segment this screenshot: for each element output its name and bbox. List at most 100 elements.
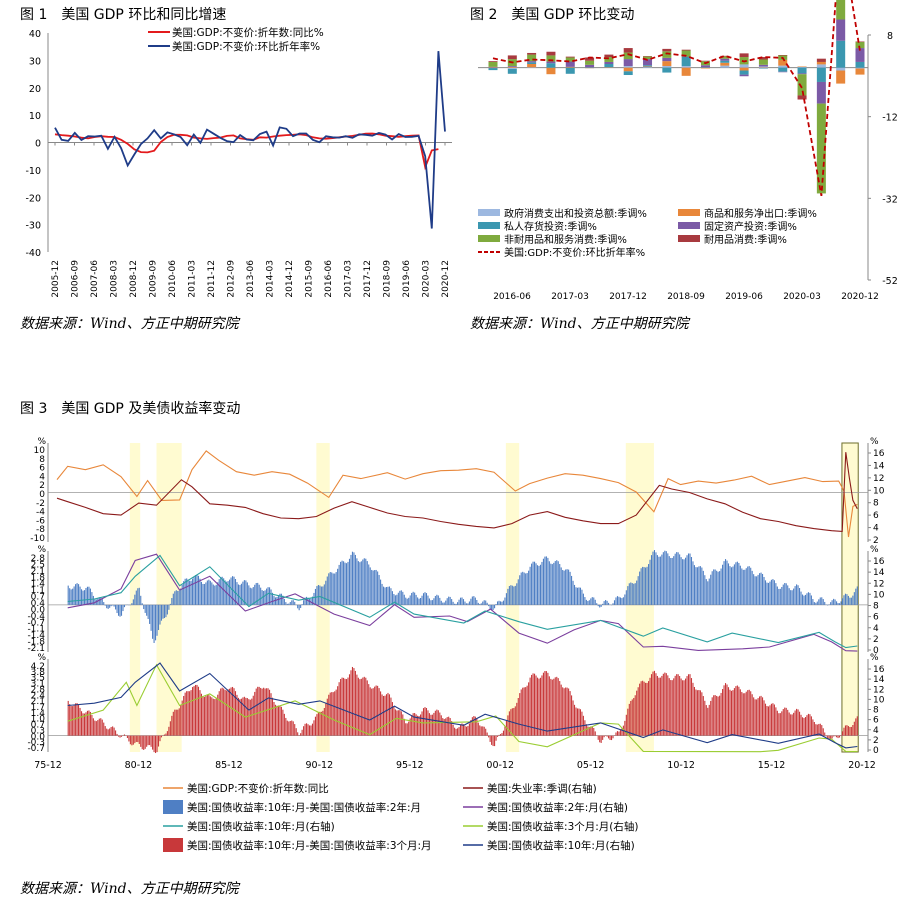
figure2-bar-segment bbox=[546, 51, 556, 56]
figure3-spread-bar bbox=[322, 586, 324, 605]
figure3-spread-bar bbox=[414, 592, 416, 605]
figure3-spread-bar bbox=[722, 564, 724, 605]
figure3-left-tick-label: -6 bbox=[36, 516, 45, 526]
figure3-spread-bar bbox=[295, 728, 297, 736]
figure3-spread-bar bbox=[177, 709, 179, 736]
figure3-spread-bar bbox=[831, 600, 833, 605]
figure3-spread-bar bbox=[545, 556, 547, 605]
figure3-spread-bar bbox=[707, 581, 709, 605]
figure3-spread-bar bbox=[285, 717, 287, 736]
figure3-spread-bar bbox=[348, 558, 351, 605]
figure3-spread-bar bbox=[794, 710, 796, 736]
figure3-spread-bar bbox=[104, 604, 106, 606]
figure2-legend-label: 私人存货投资:季调% bbox=[504, 220, 597, 233]
figure3-spread-bar bbox=[686, 555, 688, 605]
figure1-legend-label: 美国:GDP:不变价:折年数:同比% bbox=[172, 26, 324, 39]
figure2-bar-segment bbox=[488, 66, 498, 68]
figure3-spread-bar bbox=[759, 696, 761, 736]
figure3-spread-bar bbox=[223, 578, 225, 605]
figure3-spread-bar bbox=[547, 557, 549, 605]
figure3-spread-bar bbox=[708, 704, 710, 736]
figure3-spread-bar bbox=[818, 599, 820, 605]
figure2-xtick-label: 2019-06 bbox=[725, 292, 763, 302]
figure3-spread-bar bbox=[172, 711, 174, 736]
figure3-spread-bar bbox=[78, 704, 80, 736]
figure3-spread-bar bbox=[365, 558, 367, 605]
figure3-spread-bar bbox=[633, 697, 635, 736]
figure3-spread-bar bbox=[313, 592, 315, 605]
figure3-spread-bar bbox=[270, 589, 272, 605]
figure3-spread-bar bbox=[208, 694, 210, 736]
figure3-spread-bar bbox=[388, 694, 391, 736]
figure2-legend-label: 政府消费支出和投资总额:季调% bbox=[504, 207, 647, 220]
figure3-spread-bar bbox=[796, 708, 798, 736]
figure3-spread-bar bbox=[194, 575, 197, 605]
figure3-spread-bar bbox=[693, 565, 695, 605]
figure3-spread-bar bbox=[572, 580, 574, 605]
figure2-bar-segment bbox=[643, 59, 653, 66]
figure3-spread-bar bbox=[297, 732, 299, 736]
figure3-right-tick-label: 10 bbox=[873, 695, 885, 705]
figure3-spread-bar bbox=[713, 569, 715, 605]
figure3-spread-bar bbox=[381, 583, 383, 605]
figure3-series-line bbox=[67, 662, 858, 749]
figure3-spread-bar bbox=[510, 709, 512, 736]
figure3-spread-bar bbox=[135, 735, 137, 742]
figure3-spread-bar bbox=[260, 587, 262, 605]
figure3-spread-bar bbox=[584, 597, 586, 605]
figure3-spread-bar bbox=[633, 583, 635, 605]
figure3-spread-bar bbox=[686, 676, 688, 736]
figure3-spread-bar bbox=[514, 585, 516, 605]
figure3-spread-bar bbox=[834, 735, 836, 737]
figure3-spread-bar bbox=[180, 705, 182, 736]
figure3-spread-bar bbox=[668, 678, 670, 736]
figure1-ytick-label: 20 bbox=[29, 84, 41, 95]
figure3-spread-bar bbox=[464, 725, 466, 736]
figure3-spread-bar bbox=[744, 569, 746, 605]
figure3-spread-bar bbox=[72, 588, 74, 605]
figure3-spread-bar bbox=[86, 710, 89, 736]
figure3-spread-bar bbox=[406, 598, 408, 605]
figure3-spread-bar bbox=[206, 580, 208, 605]
figure3-spread-bar bbox=[428, 713, 430, 736]
figure3-spread-bar bbox=[397, 710, 399, 736]
figure3-spread-bar bbox=[149, 735, 151, 746]
figure3-spread-bar bbox=[613, 600, 616, 605]
figure3-spread-bar bbox=[735, 686, 737, 736]
figure3-spread-bar bbox=[738, 686, 740, 736]
figure3-spread-bar bbox=[645, 682, 647, 736]
figure2-bar-segment bbox=[565, 61, 575, 67]
figure3-spread-bar bbox=[394, 709, 396, 736]
figure3-spread-bar bbox=[443, 719, 445, 736]
figure2-bar-segment bbox=[739, 67, 749, 71]
figure3-spread-bar bbox=[162, 604, 164, 619]
figure3-spread-bar bbox=[319, 711, 321, 736]
figure3-spread-bar bbox=[199, 690, 201, 736]
figure3-spread-bar bbox=[690, 678, 693, 736]
figure2-bar-segment bbox=[507, 68, 517, 74]
figure3-spread-bar bbox=[177, 590, 179, 605]
figure3-spread-bar bbox=[705, 579, 707, 605]
figure1-xtick-label: 2013-06 bbox=[246, 260, 256, 298]
figure1-xtick-label: 2009-09 bbox=[149, 260, 159, 298]
figure3-spread-bar bbox=[255, 688, 257, 736]
figure3-left-tick-label: 2.8 bbox=[31, 554, 46, 564]
figure3-spread-bar bbox=[563, 570, 565, 605]
figure3-left-tick-label: 6 bbox=[39, 464, 45, 474]
figure2-bar-segment bbox=[681, 66, 691, 68]
figure3-spread-bar bbox=[664, 672, 666, 736]
figure3-spread-bar bbox=[856, 716, 858, 736]
figure3-spread-bar bbox=[208, 579, 210, 605]
figure3-spread-bar bbox=[692, 682, 694, 736]
figure1-ytick-label: -40 bbox=[25, 248, 41, 259]
figure3-spread-bar bbox=[82, 590, 84, 605]
figure3-left-tick-label: 1.7 bbox=[31, 703, 45, 713]
figure3-right-tick-label: 16 bbox=[873, 665, 885, 675]
figure3-spread-bar bbox=[366, 680, 368, 736]
figure3-spread-bar bbox=[360, 561, 362, 605]
figure1-source: 数据来源：Wind、方正中期研究院 bbox=[20, 316, 239, 332]
figure3-spread-bar bbox=[117, 604, 120, 616]
figure3-spread-bar bbox=[571, 695, 573, 736]
figure3-spread-bar bbox=[320, 586, 322, 605]
figure3-spread-bar bbox=[122, 604, 124, 612]
